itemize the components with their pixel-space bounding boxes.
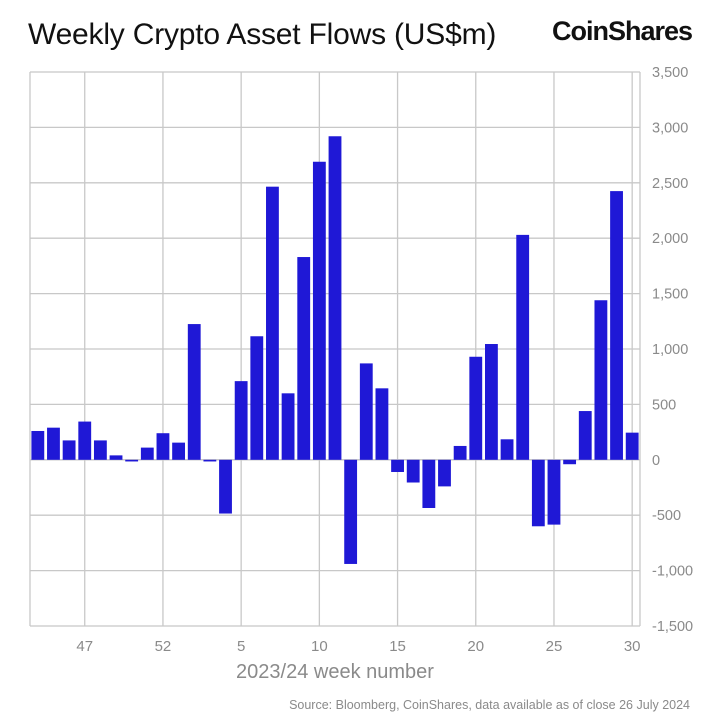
y-tick-label: 3,500	[652, 65, 688, 81]
bar-week-19	[453, 445, 467, 460]
bar-week-4	[219, 459, 232, 514]
bar-week-23	[516, 234, 530, 460]
bar-week-9	[297, 257, 311, 460]
bar-week-48	[93, 440, 107, 460]
x-tick-label: 47	[76, 638, 93, 655]
y-tick-label: 500	[652, 397, 676, 413]
bar-week-5	[234, 381, 248, 460]
bars	[31, 136, 639, 564]
bar-week-17	[422, 459, 436, 508]
bar-week-24	[531, 459, 545, 527]
y-tick-label: -500	[652, 508, 681, 524]
x-axis-label: 2023/24 week number	[236, 661, 434, 683]
bar-week-1	[172, 442, 186, 460]
bar-week-46	[62, 440, 76, 460]
bar-week-12	[344, 459, 358, 564]
bar-week-18	[438, 459, 451, 487]
bar-week-30	[625, 432, 639, 460]
bar-week-27	[578, 411, 592, 460]
bar-week-10	[312, 161, 326, 460]
tick-labels: 3,500 3,000 2,500 2,000 1,500 1,000 500 0 -500 -1…	[76, 65, 693, 655]
bar-week-6	[250, 336, 264, 460]
bar-week-50	[125, 459, 139, 462]
bar-week-49	[109, 455, 123, 460]
bar-week-22	[500, 439, 514, 460]
x-tick-label: 15	[389, 638, 406, 655]
bar-week-16	[406, 459, 420, 483]
x-tick-label: 52	[155, 638, 172, 655]
bar-week-45	[47, 427, 60, 460]
bar-week-20	[469, 356, 483, 460]
bar-week-28	[594, 300, 608, 460]
y-tick-label: 1,500	[652, 287, 688, 303]
bar-week-47	[78, 421, 92, 460]
bar-week-44	[31, 430, 45, 460]
x-tick-label: 10	[311, 638, 328, 655]
bar-week-26	[563, 459, 577, 465]
y-tick-label: 0	[652, 453, 660, 469]
bar-week-15	[391, 459, 404, 472]
y-tick-label: 2,500	[652, 176, 688, 192]
bar-week-29	[610, 191, 623, 460]
bar-chart: 3,500 3,000 2,500 2,000 1,500 1,000 500 0 -500 -1…	[29, 65, 693, 683]
y-tick-label: 2,000	[652, 231, 688, 247]
y-tick-label: -1,500	[652, 619, 693, 635]
bar-week-25	[547, 459, 561, 525]
bar-week-51	[140, 447, 154, 460]
x-tick-label: 5	[237, 638, 245, 655]
y-tick-label: -1,000	[652, 564, 693, 580]
bar-week-21	[485, 344, 498, 460]
bar-week-7	[266, 186, 279, 460]
x-tick-label: 30	[624, 638, 641, 655]
bar-week-14	[375, 388, 389, 460]
bar-week-52	[156, 433, 170, 460]
bar-week-2	[187, 324, 201, 460]
y-tick-label: 1,000	[652, 342, 688, 358]
x-tick-label: 25	[546, 638, 563, 655]
y-tick-label: 3,000	[652, 120, 688, 136]
bar-week-3	[203, 459, 217, 462]
source-note: Source: Bloomberg, CoinShares, data avai…	[289, 698, 690, 712]
bar-week-11	[328, 136, 342, 460]
brand-logo: CoinShares	[551, 16, 693, 46]
x-tick-label: 20	[467, 638, 484, 655]
bar-week-13	[359, 363, 373, 460]
chart-title: Weekly Crypto Asset Flows (US$m)	[28, 18, 497, 51]
bar-week-8	[281, 393, 295, 460]
